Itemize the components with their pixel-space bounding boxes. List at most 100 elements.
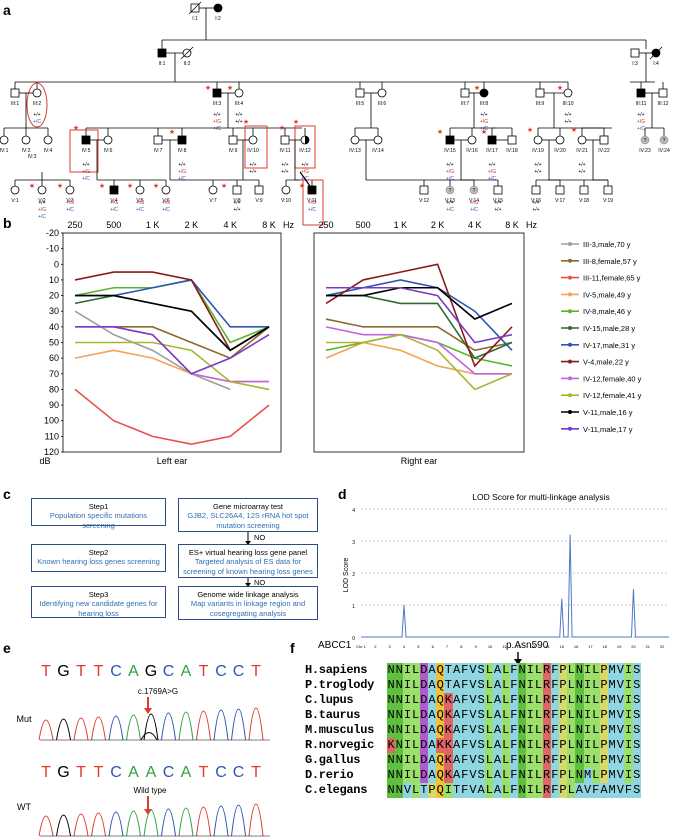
residue: L xyxy=(534,783,543,798)
wt-seq-base-10: C xyxy=(215,764,227,781)
residue: I xyxy=(583,678,592,693)
species-name: C.elegans xyxy=(305,783,368,797)
legend-label-7: V-4,male,22 y xyxy=(583,358,629,367)
audio-line-right-1 xyxy=(325,318,513,352)
residue: I xyxy=(624,723,633,738)
audio-line-left-1 xyxy=(113,326,270,360)
geno-V-15-g0: +/+ xyxy=(494,200,501,206)
pedigree-V-7-label: V:7 xyxy=(209,198,217,204)
geno-III-3-g2: +/C xyxy=(213,126,221,132)
residue: S xyxy=(632,708,641,723)
pedigree-IV-8-label: IV:8 xyxy=(178,148,187,154)
dB-tick-3: 10 xyxy=(49,275,59,285)
dB-unit: dB xyxy=(39,456,50,466)
wt-seq-base-4: C xyxy=(110,764,122,781)
star-IV-12: ★ xyxy=(293,118,299,126)
pedigree-V-6-label: V:6 xyxy=(162,198,170,204)
residue: N xyxy=(395,678,404,693)
residue: P xyxy=(599,708,609,723)
species-sequence: KNILDAKKAFVSLALFNILRFPLNILPMVIS xyxy=(387,738,641,753)
star-V-6: ★ xyxy=(153,182,159,190)
pedigree-IV-2 xyxy=(21,135,31,145)
wt-seq-base-11: C xyxy=(233,764,245,781)
geno-V-16-g0: +/+ xyxy=(532,200,539,206)
pedigree-IV-8 xyxy=(177,135,187,145)
pedigree-V-10-label: V:10 xyxy=(281,198,291,204)
residue: L xyxy=(567,663,576,678)
wt-trace-peak-7 xyxy=(161,808,176,837)
residue: N xyxy=(518,678,527,693)
pedigree-II-2-label: II:2 xyxy=(184,61,191,67)
residue: D xyxy=(419,708,428,723)
pedigree-IV-3-label: IV:3 xyxy=(28,154,37,160)
legend-marker-8 xyxy=(568,376,572,381)
residue: P xyxy=(558,768,568,783)
residue: V xyxy=(616,723,625,738)
pedigree-IV-22-label: IV:22 xyxy=(598,148,610,154)
freq-label-right-1: 500 xyxy=(356,220,371,230)
pedigree-V-17-label: V:17 xyxy=(555,198,565,204)
residue: A xyxy=(493,708,502,723)
pedigree-I-3 xyxy=(630,48,640,58)
ear-title-right: Right ear xyxy=(401,456,438,466)
residue: F xyxy=(509,693,518,708)
residue: F xyxy=(509,753,518,768)
geno-V-14-g1: +/C xyxy=(470,207,478,213)
residue: N xyxy=(387,678,396,693)
mut-arrow-head xyxy=(144,708,152,714)
star-IV-11: ★ xyxy=(279,124,285,132)
mut-seq-base-2: T xyxy=(76,663,86,680)
star-V-4: ★ xyxy=(99,182,105,190)
pedigree-V-16-label: V:16 xyxy=(531,198,541,204)
pedigree-I-4-deceased-mark xyxy=(649,46,663,60)
geno-III-10-g0: +/+ xyxy=(564,112,571,118)
freq-label-left-2: 1 K xyxy=(146,220,160,230)
residue: V xyxy=(616,738,625,753)
residue: L xyxy=(591,708,600,723)
residue: F xyxy=(550,708,559,723)
residue: P xyxy=(599,663,609,678)
residue: P xyxy=(599,678,609,693)
pedigree-V-16 xyxy=(531,185,541,195)
pedigree-V-19 xyxy=(603,185,613,195)
residue: A xyxy=(427,663,437,678)
residue: M xyxy=(608,768,617,783)
geno-V-11-g0: +/G xyxy=(308,200,316,206)
mut-trace-peak-9 xyxy=(196,710,211,741)
species-sequence: NNILDAQKAFVSLALFNILRFPLNILPMVIS xyxy=(387,708,641,723)
residue: F xyxy=(550,768,559,783)
pedigree-IV-12-label: IV:12 xyxy=(299,148,311,154)
residue: V xyxy=(468,768,478,783)
freq-label-left-4: 4 K xyxy=(223,220,237,230)
audiogram-frame-right xyxy=(313,232,525,453)
residue: A xyxy=(452,723,461,738)
pedigree-III-7 xyxy=(460,88,470,98)
star-III-3: ★ xyxy=(205,84,211,92)
residue: F xyxy=(460,678,469,693)
freq-label-right-3: 2 K xyxy=(431,220,445,230)
residue: L xyxy=(501,663,510,678)
residue: L xyxy=(485,783,494,798)
pedigree-V-4 xyxy=(109,185,119,195)
pedigree-III-9-label: III:9 xyxy=(536,101,545,107)
residue: I xyxy=(583,708,592,723)
pedigree-IV-18-label: IV:18 xyxy=(506,148,518,154)
residue: A xyxy=(452,738,461,753)
dB-tick-6: 40 xyxy=(49,322,59,332)
residue: N xyxy=(395,693,404,708)
geno-IV-21-g0: +/+ xyxy=(578,162,585,168)
residue: P xyxy=(558,663,568,678)
residue: A xyxy=(452,708,461,723)
pedigree-IV-11 xyxy=(280,135,290,145)
pedigree-V-7 xyxy=(208,185,218,195)
residue: N xyxy=(395,738,404,753)
residue: L xyxy=(411,753,420,768)
geno-III-4-g1: +/+ xyxy=(235,119,242,125)
residue: D xyxy=(419,693,428,708)
mut-trace-peak-12 xyxy=(248,707,264,741)
pedigree-IV-23-label: IV:23 xyxy=(639,148,651,154)
pedigree-III-11-label: III:11 xyxy=(636,101,647,107)
mut-seq-base-6: G xyxy=(145,663,157,680)
residue: I xyxy=(403,753,412,768)
geno-V-11-g1: +/C xyxy=(308,207,316,213)
